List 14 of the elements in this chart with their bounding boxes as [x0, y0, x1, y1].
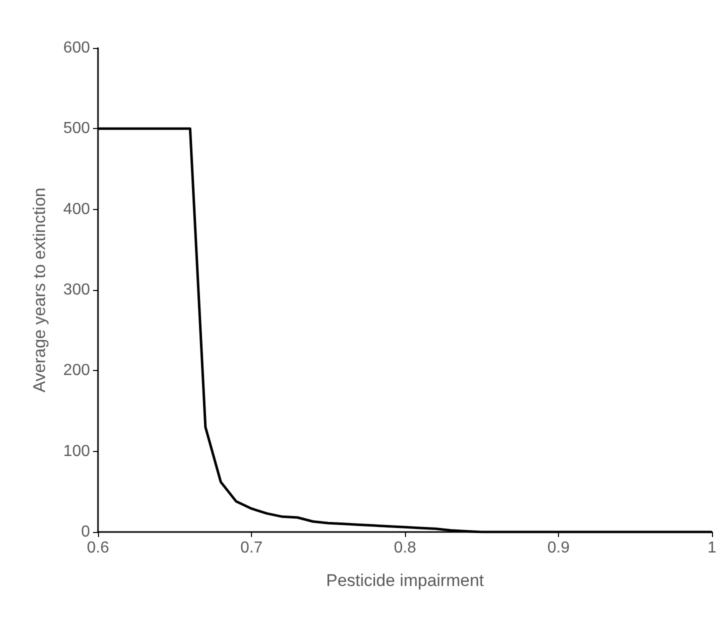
x-tick-label: 0.7: [240, 540, 263, 556]
y-tick-label: 400: [63, 200, 90, 218]
y-tick-label: 500: [63, 120, 90, 138]
y-tick-label: 200: [63, 362, 90, 380]
y-axis-title: Average years to extinction: [30, 188, 49, 392]
y-tick-label: 0: [81, 524, 90, 540]
y-tick-label: 600: [63, 40, 90, 56]
x-tick-label: 1: [708, 540, 717, 556]
y-tick-label: 300: [63, 282, 90, 298]
x-axis-title: Pesticide impairment: [326, 571, 484, 590]
x-tick-label: 0.9: [547, 540, 570, 556]
x-tick-label: 0.6: [86, 540, 110, 556]
x-tick-label: 0.8: [394, 540, 416, 556]
y-tick-label: 100: [63, 442, 90, 460]
